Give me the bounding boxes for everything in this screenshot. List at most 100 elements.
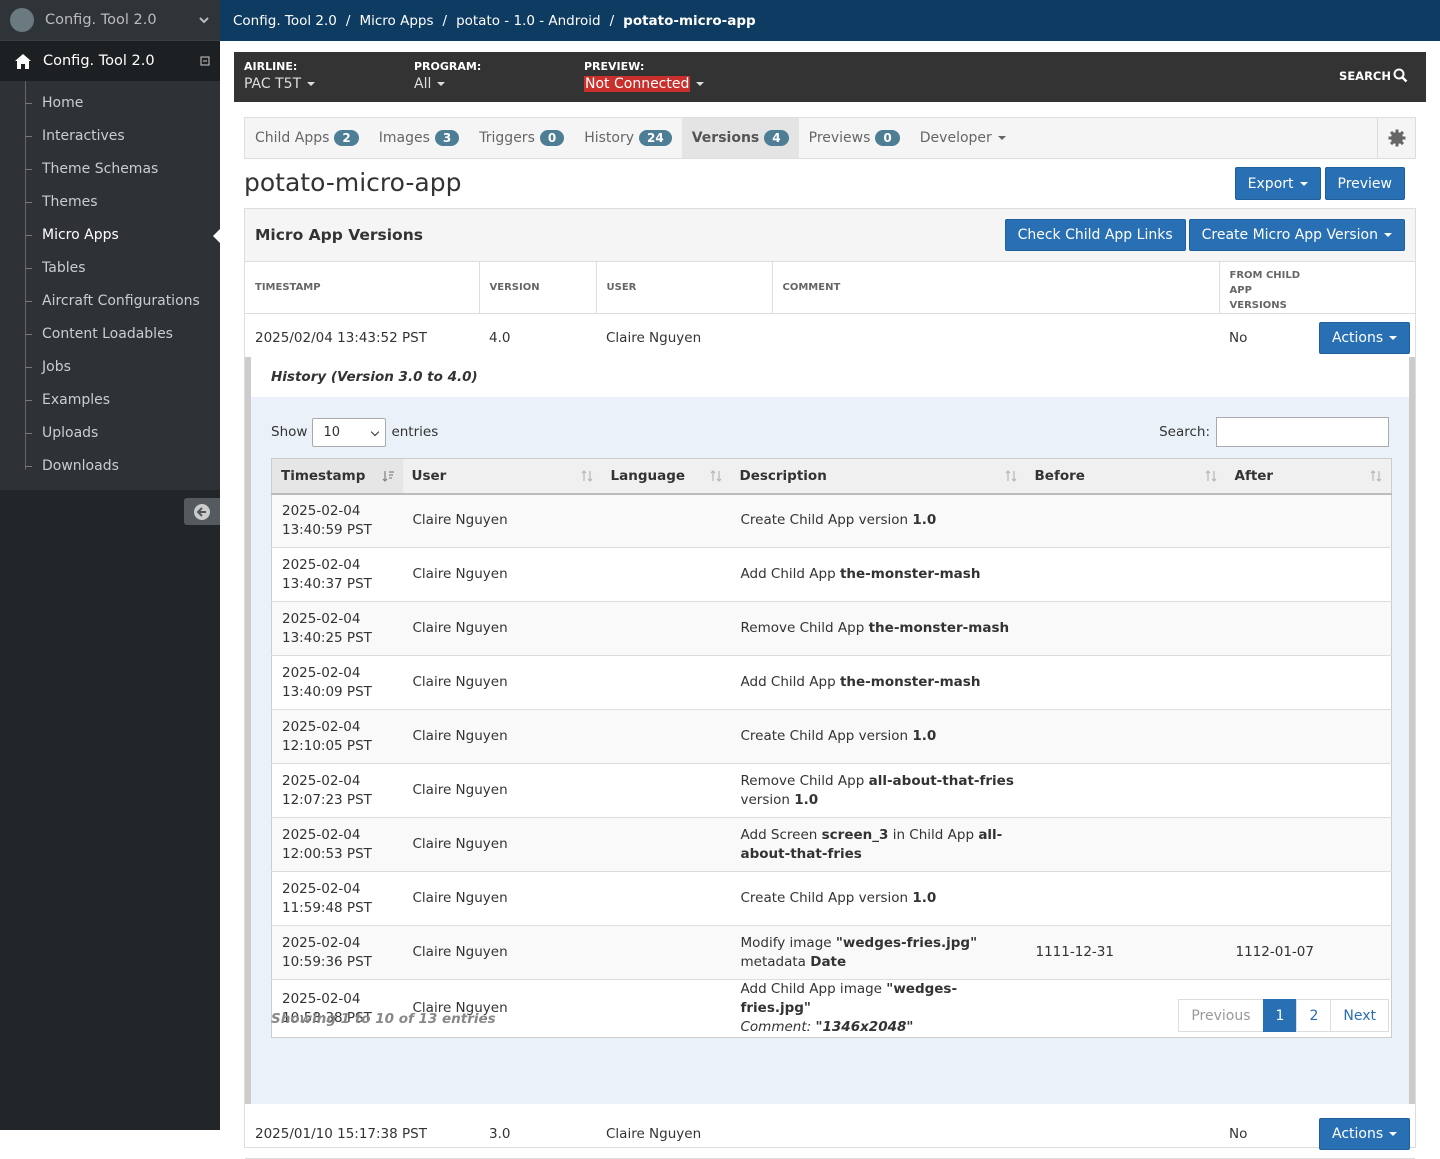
description-part: Add Child App (740, 674, 840, 690)
filter-label: PREVIEW: (584, 60, 645, 73)
page-button[interactable]: 1 (1262, 999, 1298, 1032)
collapse-button[interactable] (184, 498, 220, 525)
page-button[interactable]: Next (1330, 999, 1389, 1032)
description-part: the-monster-mash (839, 566, 981, 582)
show-label: Show (271, 424, 308, 440)
tree-line (25, 81, 26, 470)
column-header[interactable]: User (402, 458, 602, 495)
button[interactable]: Create Micro App Version (1188, 219, 1405, 251)
column-header[interactable]: Timestamp (271, 458, 403, 495)
search[interactable]: SEARCH (1339, 68, 1408, 83)
breadcrumb-item[interactable]: Micro Apps (359, 12, 434, 29)
actions-button[interactable]: Actions (1319, 322, 1411, 354)
badge: 3 (434, 130, 460, 146)
section-title: Config. Tool 2.0 (43, 53, 155, 69)
caret (1389, 336, 1398, 340)
tab[interactable]: Developer (910, 118, 1016, 158)
description-line: Create Child App version 1.0 (741, 727, 1016, 746)
description-part: Create Child App version (740, 890, 913, 906)
user: Claire Nguyen (402, 871, 602, 926)
caret (1384, 233, 1392, 237)
breadcrumb-item[interactable]: potato - 1.0 - Android (456, 12, 601, 29)
nav-item[interactable]: Theme Schemas (0, 153, 220, 186)
description-part: all-about-that-fries (740, 826, 1003, 862)
nav-item[interactable]: Uploads (0, 417, 220, 450)
caret (997, 136, 1006, 140)
nav-item[interactable]: Downloads (0, 450, 220, 483)
description: Add Child App image "wedges-fries.jpg" Co… (730, 979, 1026, 1038)
timestamp: 2025-02-04 13:40:25 PST (271, 601, 403, 656)
user: Claire Nguyen (402, 817, 602, 872)
timestamp: 2025-02-04 10:59:36 PST (271, 925, 403, 980)
tab-name: Versions (691, 130, 760, 146)
tab[interactable]: Child Apps 2 (245, 118, 369, 158)
column-header: TIMESTAMP (245, 262, 479, 314)
tab[interactable]: Previews 0 (799, 118, 910, 158)
sidebar-header[interactable]: Config. Tool 2.0 (0, 0, 220, 41)
search-input[interactable] (1216, 417, 1389, 447)
search-label: SEARCH (1339, 68, 1391, 83)
column-header[interactable]: Before (1025, 458, 1226, 495)
column-header[interactable]: After (1225, 458, 1392, 495)
filter-value[interactable]: Not Connected (584, 76, 705, 92)
filter-label: PROGRAM: (414, 60, 482, 73)
button[interactable]: Preview (1324, 167, 1405, 200)
tab-name: Triggers (479, 130, 535, 146)
filter-value[interactable]: PAC T5T (244, 76, 316, 92)
description: Modify image "wedges-fries.jpg" metadata… (730, 925, 1026, 980)
description: Add Child App the-monster-mash (730, 547, 1026, 602)
breadcrumb-item[interactable]: Config. Tool 2.0 (233, 12, 337, 29)
column-header: USER (595, 262, 772, 314)
chevron (198, 15, 210, 25)
tab[interactable]: Images 3 (369, 118, 470, 158)
language (601, 925, 731, 980)
button[interactable]: Export (1234, 167, 1321, 200)
timestamp: 2025-02-04 10:58:38 PST (271, 979, 403, 1038)
sort-icon (1205, 470, 1218, 482)
sidebar-section[interactable]: Config. Tool 2.0 (0, 41, 220, 81)
page-size-select[interactable]: 10 (312, 417, 387, 447)
caret (1299, 181, 1308, 186)
nav-item[interactable]: Examples (0, 384, 220, 417)
table-controls: Show 10 entries Search: (271, 417, 1389, 447)
nav-item[interactable]: Content Loadables (0, 318, 220, 351)
nav-item[interactable]: Tables (0, 252, 220, 285)
arrow-left (193, 503, 211, 521)
nav-item[interactable]: Themes (0, 186, 220, 219)
panel-title: Micro App Versions (255, 226, 423, 244)
description-part: metadata (740, 934, 982, 970)
history-row: 2025-02-04 12:00:53 PST Claire Nguyen Add … (271, 817, 1392, 872)
header-row: TIMESTAMP VERSION USER COMMENT FROM CHILD AP… (245, 262, 1415, 314)
actions-button[interactable]: Actions (1319, 1117, 1411, 1150)
comment (772, 313, 1219, 363)
user: Claire Nguyen (402, 979, 602, 1038)
version: 3.0 (479, 1109, 596, 1159)
nav-item[interactable]: Jobs (0, 351, 220, 384)
filter: AIRLINE: PAC T5T (244, 60, 316, 92)
description-line: Modify image "wedges-fries.jpg" metadata… (741, 934, 1016, 972)
description-line: Remove Child App all-about-that-fries ve… (741, 772, 1016, 810)
column-header[interactable]: Language (601, 458, 731, 495)
settings[interactable] (1377, 118, 1415, 158)
tab[interactable]: Triggers 0 (469, 118, 574, 158)
user: Claire Nguyen (402, 655, 602, 710)
tab[interactable]: Versions 4 (681, 118, 799, 158)
nav-item[interactable]: Interactives (0, 120, 220, 153)
sort-icon (382, 470, 395, 482)
filter-value[interactable]: All (414, 76, 481, 92)
nav-item[interactable]: Aircraft Configurations (0, 285, 220, 318)
description-line: Add Child App the-monster-mash (741, 673, 1016, 692)
app-name: Config. Tool 2.0 (45, 12, 157, 28)
nav-item[interactable]: Micro Apps (0, 219, 220, 252)
button[interactable]: Check Child App Links (1004, 219, 1186, 251)
description-part: Add Child App image (740, 981, 887, 997)
page-button[interactable]: 2 (1296, 999, 1332, 1032)
history-row: 2025-02-04 11:59:48 PST Claire Nguyen Crea… (271, 871, 1392, 926)
nav-item[interactable]: Home (0, 87, 220, 120)
timestamp: 2025/02/04 13:43:52 PST (245, 313, 479, 363)
timestamp: 2025-02-04 13:40:09 PST (271, 655, 403, 710)
column-header[interactable]: Description (730, 458, 1026, 495)
tab[interactable]: History 24 (574, 118, 682, 158)
description-part: Modify image (740, 934, 836, 951)
page-button: Previous (1178, 999, 1264, 1032)
